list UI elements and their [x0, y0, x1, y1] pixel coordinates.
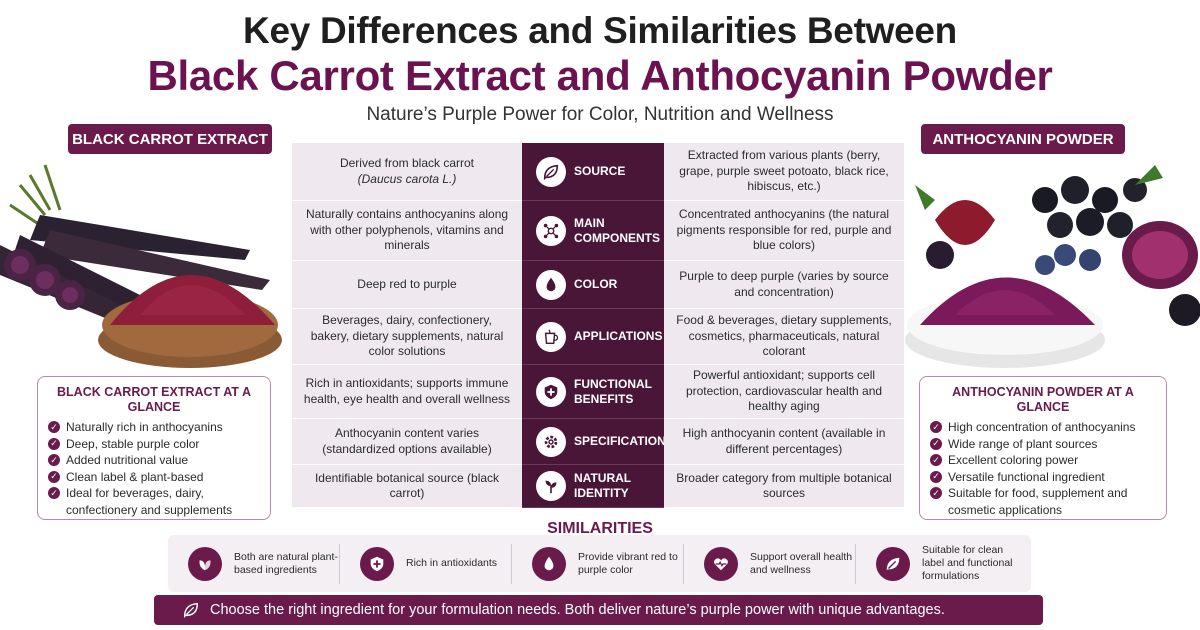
- heart-icon: [704, 546, 738, 581]
- identity-right-cell: Broader category from multiple botanical…: [664, 465, 904, 508]
- check-icon: ✓: [930, 421, 942, 433]
- leaf-icon: [876, 546, 910, 581]
- table-row-color: Deep red to purple COLOR Purple to deep …: [292, 261, 904, 309]
- list-item: ✓ Naturally rich in anthocyanins: [48, 419, 260, 436]
- source-left-latin: (Daucus carota L.): [357, 171, 457, 186]
- color-label: COLOR: [574, 277, 618, 291]
- source-label: SOURCE: [574, 164, 626, 178]
- leaf-icon: [536, 156, 566, 187]
- right-label: ANTHOCYANIN POWDER: [921, 124, 1125, 154]
- footer-banner: Choose the right ingredient for your for…: [154, 595, 1043, 625]
- plant-icon: [536, 471, 566, 501]
- leaves-icon: [188, 546, 222, 581]
- drop-icon: [532, 546, 566, 581]
- identity-label: NATURAL IDENTITY: [574, 471, 631, 500]
- leaf-icon: [182, 601, 200, 619]
- source-left-cell: Derived from black carrot (Daucus carota …: [292, 143, 522, 201]
- source-right-cell: Extracted from various plants (berry, gr…: [664, 143, 904, 201]
- specification-label-cell: SPECIFICATION: [522, 419, 666, 465]
- black-carrot-glance-box: BLACK CARROT EXTRACT AT A GLANCE ✓ Natura…: [37, 376, 271, 520]
- gear-icon: [536, 426, 566, 457]
- list-item: ✓ Wide range of plant sources: [930, 436, 1156, 453]
- check-icon: ✓: [48, 421, 60, 433]
- list-item: ✓ Clean label & plant-based: [48, 469, 260, 486]
- similarities-box: Both are natural plant-based ingredients…: [168, 535, 1031, 592]
- color-left-cell: Deep red to purple: [292, 261, 522, 309]
- black-carrot-image: [0, 164, 282, 368]
- similarity-item: Provide vibrant red to purple color: [512, 543, 684, 584]
- benefits-label-cell: FUNCTIONAL BENEFITS: [522, 365, 664, 419]
- subtitle: Nature’s Purple Power for Color, Nutriti…: [366, 104, 834, 125]
- title-line-1: Key Differences and Similarities Between: [243, 10, 957, 51]
- applications-label-cell: APPLICATIONS: [522, 309, 664, 365]
- components-label-cell: MAIN COMPONENTS: [522, 201, 664, 261]
- check-icon: ✓: [930, 487, 942, 499]
- check-icon: ✓: [48, 454, 60, 466]
- glance-left-title: BLACK CARROT EXTRACT AT A GLANCE: [57, 385, 251, 414]
- similarity-item: Rich in antioxidants: [340, 543, 512, 584]
- color-right-cell: Purple to deep purple (varies by source …: [664, 261, 904, 309]
- glance-right-title: ANTHOCYANIN POWDER AT A GLANCE: [952, 385, 1134, 414]
- specification-label: SPECIFICATION: [574, 434, 666, 448]
- applications-left-cell: Beverages, dairy, confectionery, bakery,…: [292, 309, 522, 365]
- check-icon: ✓: [48, 487, 60, 499]
- table-row-natural-identity: Identifiable botanical source (black car…: [292, 465, 904, 508]
- identity-left-cell: Identifiable botanical source (black car…: [292, 465, 522, 508]
- table-row-applications: Beverages, dairy, confectionery, bakery,…: [292, 309, 904, 365]
- list-item: ✓ Suitable for food, supplement and cosme…: [930, 485, 1156, 518]
- table-row-functional-benefits: Rich in antioxidants; supports immune he…: [292, 365, 904, 419]
- similarity-item: Both are natural plant-based ingredients: [168, 543, 340, 584]
- list-item: ✓ Versatile functional ingredient: [930, 469, 1156, 486]
- table-row-main-components: Naturally contains anthocyanins along wi…: [292, 201, 904, 261]
- similarity-item: Support overall health and wellness: [684, 543, 856, 584]
- color-label-cell: COLOR: [522, 261, 664, 309]
- list-item: ✓ Excellent coloring power: [930, 452, 1156, 469]
- list-item: ✓ High concentration of anthocyanins: [930, 419, 1156, 436]
- applications-label: APPLICATIONS: [574, 329, 663, 343]
- footer-text: Choose the right ingredient for your for…: [210, 602, 945, 618]
- table-row-source: Derived from black carrot (Daucus carota …: [292, 143, 904, 201]
- similarity-item: Suitable for clean label and functional …: [856, 544, 1028, 584]
- applications-right-cell: Food & beverages, dietary supplements, c…: [664, 309, 904, 365]
- check-icon: ✓: [930, 470, 942, 483]
- identity-label-cell: NATURAL IDENTITY: [522, 465, 664, 508]
- check-icon: ✓: [48, 437, 60, 450]
- comparison-table: Derived from black carrot (Daucus carota …: [292, 143, 904, 508]
- title-line-2: Black Carrot Extract and Anthocyanin Pow…: [147, 52, 1053, 99]
- check-icon: ✓: [930, 454, 942, 466]
- components-right-cell: Concentrated anthocyanins (the natural p…: [664, 201, 904, 261]
- check-icon: ✓: [48, 470, 60, 483]
- source-label-cell: SOURCE: [522, 143, 664, 201]
- cup-icon: [536, 321, 566, 352]
- specification-right-cell: High anthocyanin content (available in d…: [664, 419, 904, 465]
- list-item: ✓ Added nutritional value: [48, 452, 260, 469]
- anthocyanin-glance-box: ANTHOCYANIN POWDER AT A GLANCE ✓ High con…: [919, 376, 1167, 520]
- drop-icon: [536, 269, 566, 300]
- molecule-icon: [536, 215, 566, 246]
- anthocyanin-sources-image: [905, 165, 1200, 368]
- glance-right-list: ✓ High concentration of anthocyanins ✓ Wid…: [930, 419, 1156, 518]
- glance-left-list: ✓ Naturally rich in anthocyanins ✓ Deep, s…: [48, 419, 260, 518]
- table-row-specification: Anthocyanin content varies (standardized…: [292, 419, 904, 465]
- check-icon: ✓: [930, 437, 942, 450]
- list-item: ✓ Deep, stable purple color: [48, 436, 260, 453]
- components-left-cell: Naturally contains anthocyanins along wi…: [292, 201, 522, 261]
- components-label: MAIN COMPONENTS: [574, 215, 661, 245]
- benefits-right-cell: Powerful antioxidant; supports cell prot…: [664, 365, 904, 419]
- benefits-left-cell: Rich in antioxidants; supports immune he…: [292, 365, 522, 419]
- left-label: BLACK CARROT EXTRACT: [68, 124, 272, 154]
- specification-left-cell: Anthocyanin content varies (standardized…: [292, 419, 522, 465]
- list-item: ✓ Ideal for beverages, dairy, confectione…: [48, 485, 260, 518]
- shield-icon: [536, 376, 566, 407]
- benefits-label: FUNCTIONAL BENEFITS: [574, 376, 652, 406]
- source-left-text: Derived from black carrot: [339, 156, 475, 170]
- shield-icon: [360, 546, 394, 581]
- similarities-title: SIMILARITIES: [547, 520, 653, 537]
